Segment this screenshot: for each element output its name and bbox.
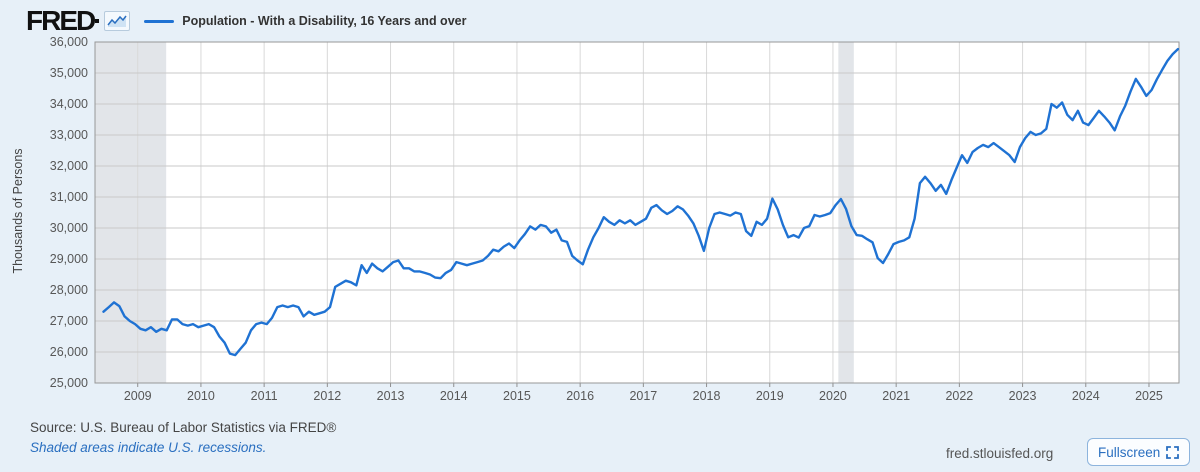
- y-tick-label: 25,000: [50, 376, 88, 390]
- x-tick-label: 2010: [187, 389, 215, 403]
- series-legend: Population - With a Disability, 16 Years…: [144, 14, 466, 28]
- x-tick-label: 2020: [819, 389, 847, 403]
- x-tick-label: 2009: [124, 389, 152, 403]
- plot-background: [95, 42, 1179, 383]
- chart-area: 2009 2010 2011 2012 2013 2014 2015 2016 2017 2018…: [0, 0, 1200, 412]
- x-tick-label: 2012: [313, 389, 341, 403]
- y-tick-label: 36,000: [50, 35, 88, 49]
- x-tick-label: 2015: [503, 389, 531, 403]
- x-tick-label: 2019: [756, 389, 784, 403]
- y-tick-label: 34,000: [50, 97, 88, 111]
- y-tick-label: 35,000: [50, 66, 88, 80]
- source-text: Source: U.S. Bureau of Labor Statistics …: [30, 420, 337, 435]
- x-tick-label: 2013: [377, 389, 405, 403]
- fullscreen-button-label: Fullscreen: [1098, 444, 1161, 460]
- y-tick-label: 28,000: [50, 283, 88, 297]
- series-line-swatch: [144, 19, 175, 23]
- chart-header: FRED Population - With a Disability, 16 …: [26, 6, 466, 36]
- x-tick-label: 2025: [1135, 389, 1163, 403]
- y-tick-label: 26,000: [50, 345, 88, 359]
- x-tick-label: 2016: [566, 389, 594, 403]
- line-chart[interactable]: 2009 2010 2011 2012 2013 2014 2015 2016 2017 2018…: [0, 0, 1200, 412]
- fred-logo-dot: [95, 19, 100, 23]
- plot-border: [94, 41, 1180, 384]
- y-tick-label: 29,000: [50, 252, 88, 266]
- fullscreen-button[interactable]: Fullscreen: [1087, 438, 1191, 466]
- x-tick-label: 2014: [440, 389, 468, 403]
- fullscreen-expand-icon: [1166, 445, 1180, 459]
- fred-watermark-link[interactable]: fred.stlouisfed.org: [946, 446, 1054, 461]
- y-tick-label: 30,000: [50, 221, 88, 235]
- recession-note-link[interactable]: Shaded areas indicate U.S. recessions.: [30, 440, 267, 455]
- y-tick-label: 31,000: [50, 190, 88, 204]
- y-tick-label: 27,000: [50, 314, 88, 328]
- x-tick-label: 2011: [251, 389, 278, 403]
- x-tick-label: 2023: [1009, 389, 1037, 403]
- y-tick-label: 33,000: [50, 128, 88, 142]
- x-tick-label: 2022: [945, 389, 973, 403]
- x-tick-label: 2024: [1072, 389, 1100, 403]
- fred-logo: FRED: [26, 5, 96, 36]
- data-series-line[interactable]: [102, 47, 1180, 357]
- recession-band: [95, 42, 167, 383]
- x-tick-label: 2018: [693, 389, 721, 403]
- x-tick-label: 2021: [882, 389, 910, 403]
- series-legend-label: Population - With a Disability, 16 Years…: [182, 14, 467, 28]
- y-tick-label: 32,000: [50, 159, 88, 173]
- fred-sparkline-icon: [104, 11, 131, 31]
- x-tick-label: 2017: [629, 389, 657, 403]
